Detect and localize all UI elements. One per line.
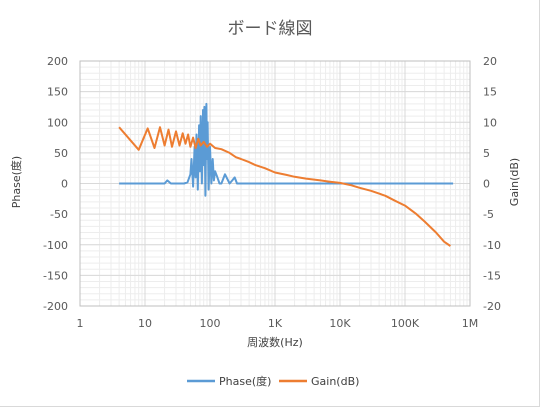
y-left-tick-label: -50 [50, 208, 68, 221]
y-right-tick-label: -10 [483, 239, 501, 252]
y-right-tick-label: -5 [483, 208, 494, 221]
x-tick-label: 1M [462, 317, 479, 330]
y-left-tick-label: 150 [47, 86, 68, 99]
x-axis-title: 周波数(Hz) [247, 336, 303, 349]
y-right-tick-label: -15 [483, 269, 501, 282]
y-right-tick-label: 0 [483, 178, 490, 191]
y-left-tick-label: -100 [43, 239, 68, 252]
y-left-tick-label: -200 [43, 300, 68, 313]
series-layer [118, 102, 454, 247]
tick-labels: 1 10 100 1K 10K 100K 1M200150100500-50-100-150… [43, 55, 501, 330]
x-tick-label: 100 [200, 317, 221, 330]
y-axis-title-left: Phase(度) [9, 156, 23, 208]
legend-label-gain: Gain(dB) [311, 375, 359, 388]
legend: Phase(度) Gain(dB) [187, 374, 359, 388]
y-right-tick-label: 5 [483, 147, 490, 160]
y-right-tick-label: 20 [483, 55, 497, 68]
x-tick-label: 10 [138, 317, 152, 330]
y-left-tick-label: 200 [47, 55, 68, 68]
y-right-tick-label: -20 [483, 300, 501, 313]
x-tick-label: 100K [391, 317, 420, 330]
y-left-tick-label: -150 [43, 269, 68, 282]
y-axis-title-right: Gain(dB) [508, 158, 521, 206]
y-right-tick-label: 10 [483, 116, 497, 129]
chart-title: ボード線図 [228, 19, 313, 39]
y-left-tick-label: 0 [61, 178, 68, 191]
grid [79, 60, 471, 307]
legend-label-phase: Phase(度) [219, 374, 271, 388]
x-tick-label: 10K [329, 317, 351, 330]
y-left-tick-label: 50 [54, 147, 68, 160]
plot-area-border [79, 60, 471, 307]
gain-series-line [118, 126, 451, 247]
x-tick-label: 1K [268, 317, 283, 330]
phase-series-line [119, 102, 454, 197]
y-left-tick-label: 100 [47, 116, 68, 129]
x-tick-label: 1 [77, 317, 84, 330]
y-right-tick-label: 15 [483, 86, 497, 99]
